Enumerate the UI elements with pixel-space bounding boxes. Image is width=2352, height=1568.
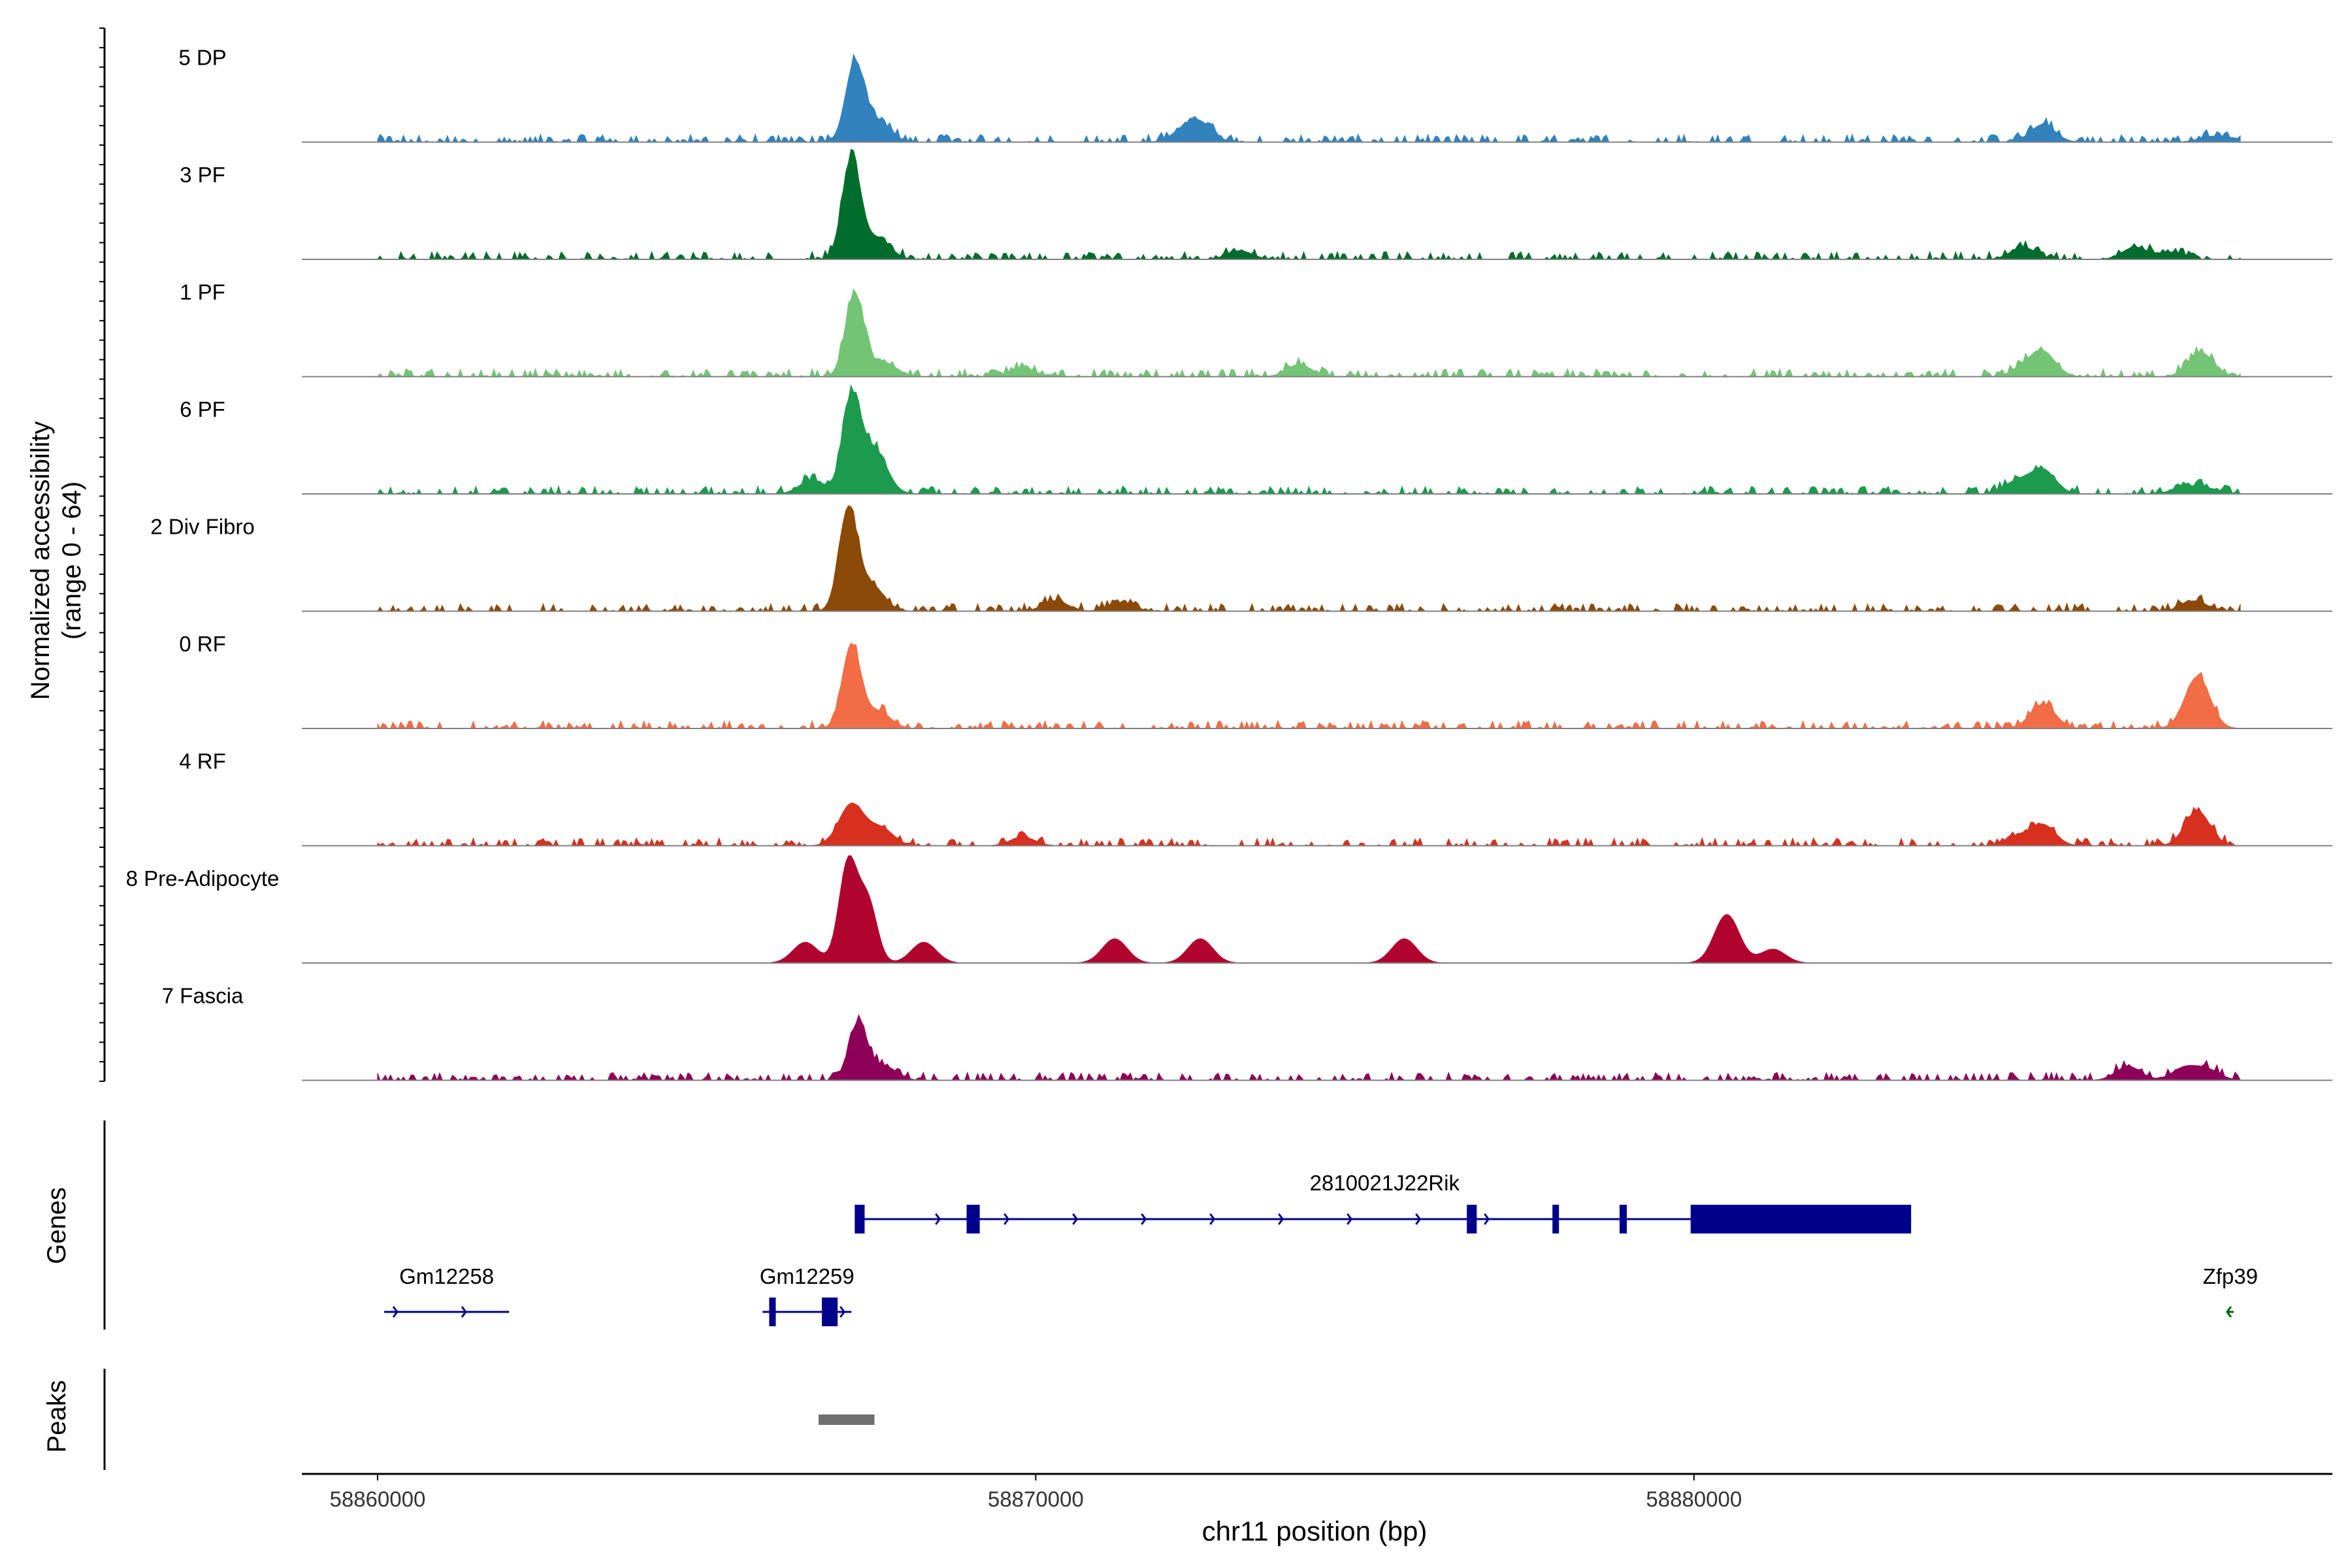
coverage-track: 1 PF xyxy=(180,280,2332,378)
exon-block xyxy=(1552,1205,1560,1233)
peaks-panel xyxy=(103,1369,875,1470)
track-label: 5 DP xyxy=(178,46,226,70)
x-tick-label: 58860000 xyxy=(329,1487,425,1511)
gene-label: Gm12258 xyxy=(399,1264,494,1288)
track-label: 3 PF xyxy=(180,163,225,187)
strand-arrow xyxy=(1278,1213,1284,1225)
accessibility-y-axis xyxy=(99,27,106,1082)
strand-arrow xyxy=(1347,1213,1353,1225)
exon-block xyxy=(1619,1205,1627,1233)
strand-arrow xyxy=(1415,1213,1422,1225)
y-axis-label-range: (range 0 - 64) xyxy=(57,482,86,640)
x-tick-label: 58870000 xyxy=(988,1487,1084,1511)
strand-arrow xyxy=(1209,1213,1216,1225)
strand-arrow xyxy=(840,1306,846,1318)
track-label: 8 Pre-Adipocyte xyxy=(126,866,280,890)
strand-arrow xyxy=(461,1306,467,1318)
strand-arrow xyxy=(2225,1306,2232,1318)
track-label: 7 Fascia xyxy=(162,984,244,1008)
track-label: 0 RF xyxy=(179,632,226,656)
genes-panel-label: Genes xyxy=(42,1187,71,1264)
gene-model: 2810021J22Rik xyxy=(855,1171,1912,1233)
strand-arrow xyxy=(392,1306,399,1318)
coverage-track: 2 Div Fibro xyxy=(150,505,2332,612)
gene-model: Zfp39 xyxy=(2203,1264,2258,1318)
exon-block xyxy=(821,1298,838,1326)
tracks-layer: 5 DP 3 PF 1 PF 6 PF 2 Div Fibro 0 RF 4 RF 8 Pre… xyxy=(126,46,2332,1082)
coverage-track: 0 RF xyxy=(179,632,2332,730)
strand-arrow xyxy=(1141,1213,1147,1225)
peaks-panel-label: Peaks xyxy=(42,1380,71,1452)
strand-arrow xyxy=(935,1213,941,1225)
x-tick-label: 58880000 xyxy=(1646,1487,1742,1511)
coverage-track: 6 PF xyxy=(180,384,2332,495)
coverage-track: 7 Fascia xyxy=(162,984,2332,1082)
exon-block xyxy=(966,1205,980,1233)
gene-label: Zfp39 xyxy=(2203,1264,2258,1288)
gene-model: Gm12259 xyxy=(760,1264,855,1326)
gene-label: Gm12259 xyxy=(760,1264,855,1288)
x-axis-label: chr11 position (bp) xyxy=(1202,1516,1428,1546)
track-label: 4 RF xyxy=(179,749,226,774)
strand-arrow xyxy=(1004,1213,1010,1225)
exon-block xyxy=(1467,1205,1477,1233)
coverage-track: 8 Pre-Adipocyte xyxy=(126,855,2332,964)
coverage-track: 4 RF xyxy=(179,749,2332,847)
coverage-track: 5 DP xyxy=(178,46,2332,144)
exon-block xyxy=(769,1298,776,1326)
strand-arrow xyxy=(1484,1213,1490,1225)
exon-block xyxy=(1690,1205,1912,1233)
track-label: 6 PF xyxy=(180,397,225,421)
gene-label: 2810021J22Rik xyxy=(1310,1171,1460,1195)
track-label: 2 Div Fibro xyxy=(150,515,255,539)
track-label: 1 PF xyxy=(180,280,225,304)
genomic-position-x-axis: 58860000 58870000 58880000 xyxy=(302,1473,2332,1511)
gene-model: Gm12258 xyxy=(384,1264,510,1318)
y-axis-label: Normalized accessibility xyxy=(26,421,55,700)
genes-panel: 2810021J22Rik Gm12258 Gm12259 Zfp39 xyxy=(103,1120,2258,1330)
peak-region xyxy=(818,1414,875,1425)
coverage-track: 3 PF xyxy=(180,148,2332,261)
strand-arrow xyxy=(1072,1213,1079,1225)
exon-block xyxy=(855,1205,865,1233)
